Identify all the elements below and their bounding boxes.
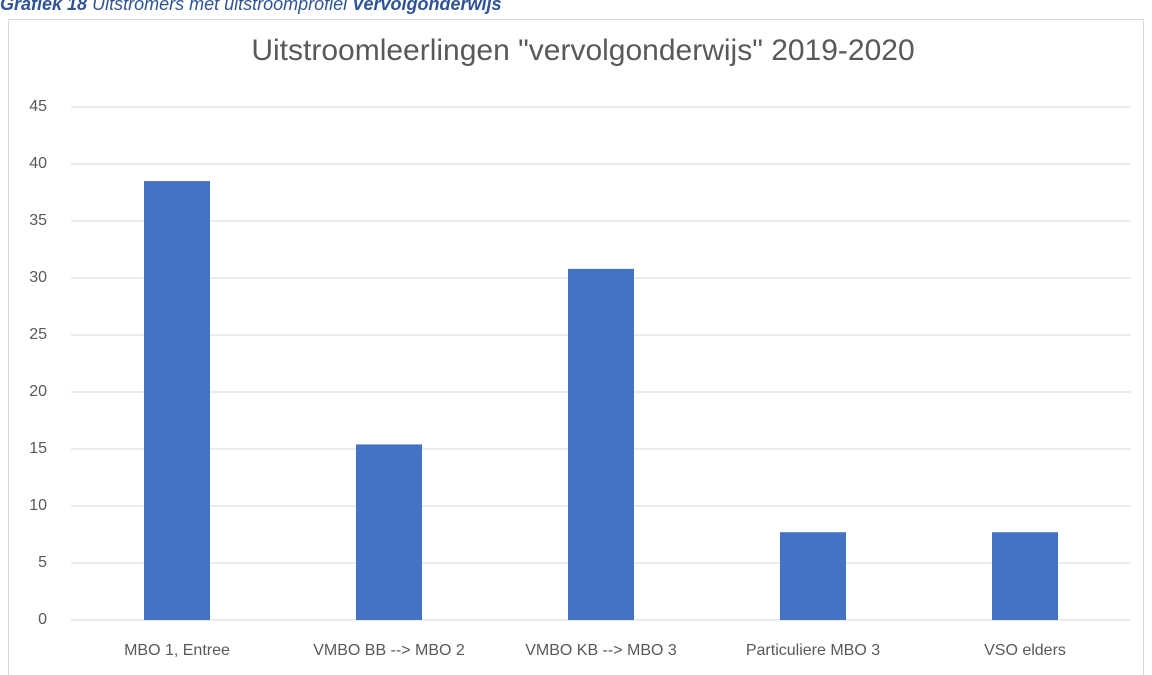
y-tick-label: 0 — [38, 611, 47, 628]
x-tick-label: Particuliere MBO 3 — [746, 642, 880, 659]
y-tick-label: 45 — [29, 98, 47, 115]
y-tick-label: 15 — [29, 440, 47, 457]
chart-title: Uitstroomleerlingen "vervolgonderwijs" 2… — [251, 34, 914, 67]
chart-frame — [8, 19, 1144, 675]
bar — [992, 532, 1058, 620]
caption: Grafiek 18 Uitstromers met uitstroomprof… — [0, 0, 502, 14]
y-tick-label: 5 — [38, 554, 47, 571]
caption-label: Grafiek 18 — [0, 0, 87, 14]
x-tick-label: MBO 1, Entree — [124, 642, 230, 659]
y-tick-label: 20 — [29, 383, 47, 400]
y-tick-label: 10 — [29, 497, 47, 514]
bar — [356, 444, 422, 620]
x-tick-label: VSO elders — [984, 642, 1066, 659]
y-tick-label: 40 — [29, 155, 47, 172]
caption-text: Uitstromers met uitstroomprofiel — [92, 0, 348, 14]
bar — [780, 532, 846, 620]
y-tick-label: 25 — [29, 326, 47, 343]
caption-emphasis: Vervolgonderwijs — [352, 0, 501, 14]
x-tick-label: VMBO KB --> MBO 3 — [525, 642, 677, 659]
x-tick-label: VMBO BB --> MBO 2 — [313, 642, 465, 659]
y-tick-label: 35 — [29, 212, 47, 229]
bar — [568, 268, 634, 620]
y-tick-label: 30 — [29, 269, 47, 286]
bar — [144, 181, 210, 620]
